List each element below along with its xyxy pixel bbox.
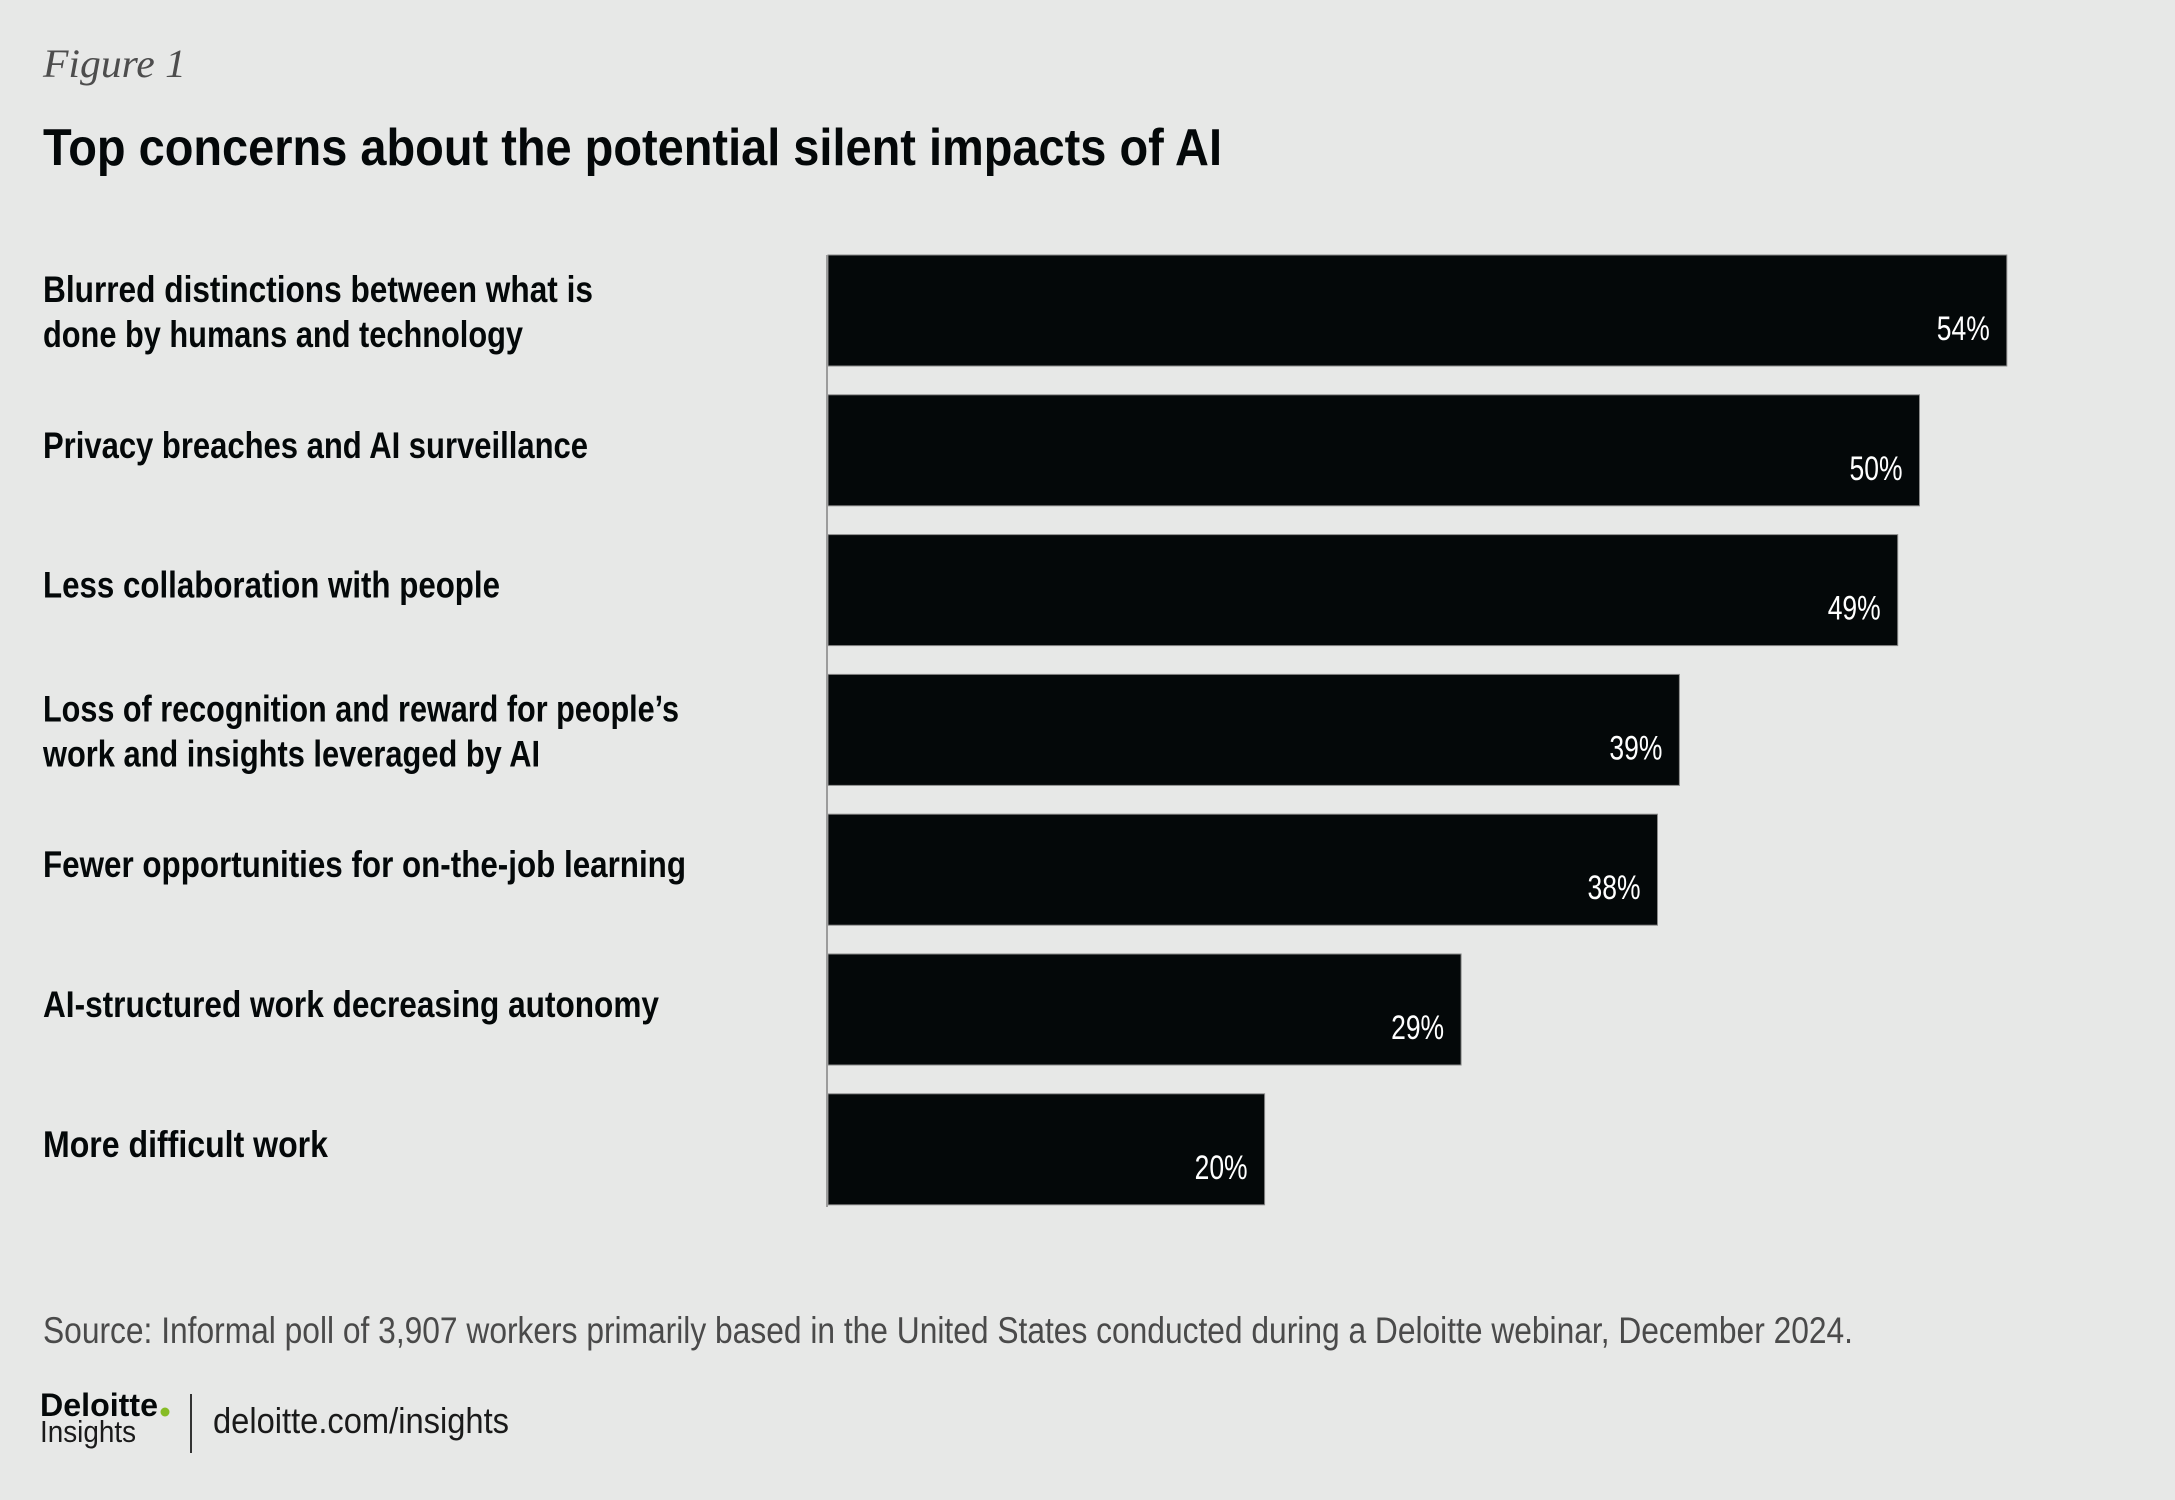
- brand-green-dot-icon: [160, 1407, 170, 1417]
- category-label: Loss of recognition and reward for peopl…: [42, 688, 679, 774]
- bars: [827, 254, 2008, 1206]
- category-label-line: More difficult work: [43, 1124, 328, 1165]
- category-label-line: AI-structured work decreasing autonomy: [43, 984, 659, 1025]
- category-label: Fewer opportunities for on-the-job learn…: [43, 844, 686, 885]
- brand-subtitle: Insights: [40, 1414, 136, 1449]
- category-label: Privacy breaches and AI surveillance: [43, 425, 588, 466]
- chart-title: Top concerns about the potential silent …: [43, 119, 1222, 177]
- bar-value-label: 38%: [1588, 869, 1641, 907]
- category-label-line: Loss of recognition and reward for peopl…: [43, 688, 679, 729]
- category-label-line: Privacy breaches and AI surveillance: [43, 425, 588, 466]
- bar-value-label: 29%: [1391, 1009, 1444, 1047]
- category-label-line: Fewer opportunities for on-the-job learn…: [43, 844, 686, 885]
- deloitte-insights-logo: Deloitte Insights: [40, 1387, 170, 1449]
- bar-value-label: 20%: [1195, 1149, 1248, 1187]
- category-label-line: work and insights leveraged by AI: [42, 733, 540, 774]
- category-label-line: Less collaboration with people: [43, 565, 500, 606]
- category-label-line: done by humans and technology: [43, 314, 523, 355]
- footer: Deloitte Insights deloitte.com/insights: [40, 1387, 509, 1453]
- value-labels: 54% 50% 49% 39% 38% 29% 20%: [1195, 310, 1990, 1187]
- brand-name: Deloitte: [40, 1387, 158, 1423]
- bar: [827, 254, 2008, 367]
- bar-value-label: 54%: [1937, 310, 1990, 348]
- category-labels: Blurred distinctions between what isdone…: [42, 269, 686, 1165]
- bar: [827, 394, 1920, 507]
- bar-value-label: 50%: [1850, 450, 1903, 488]
- bar: [827, 813, 1658, 926]
- bar-value-label: 49%: [1828, 590, 1881, 628]
- category-label-line: Blurred distinctions between what is: [43, 269, 593, 310]
- category-label: AI-structured work decreasing autonomy: [43, 984, 659, 1025]
- bar: [827, 953, 1462, 1066]
- footer-url-link[interactable]: deloitte.com/insights: [213, 1400, 509, 1441]
- bar: [827, 1093, 1266, 1206]
- figure-number-label: Figure 1: [42, 41, 186, 86]
- category-label: Less collaboration with people: [43, 565, 500, 606]
- bar: [827, 673, 1680, 786]
- category-label: Blurred distinctions between what isdone…: [43, 269, 593, 355]
- category-label: More difficult work: [43, 1124, 328, 1165]
- source-note: Source: Informal poll of 3,907 workers p…: [43, 1310, 1853, 1351]
- bar-value-label: 39%: [1609, 729, 1662, 767]
- bar: [827, 534, 1899, 647]
